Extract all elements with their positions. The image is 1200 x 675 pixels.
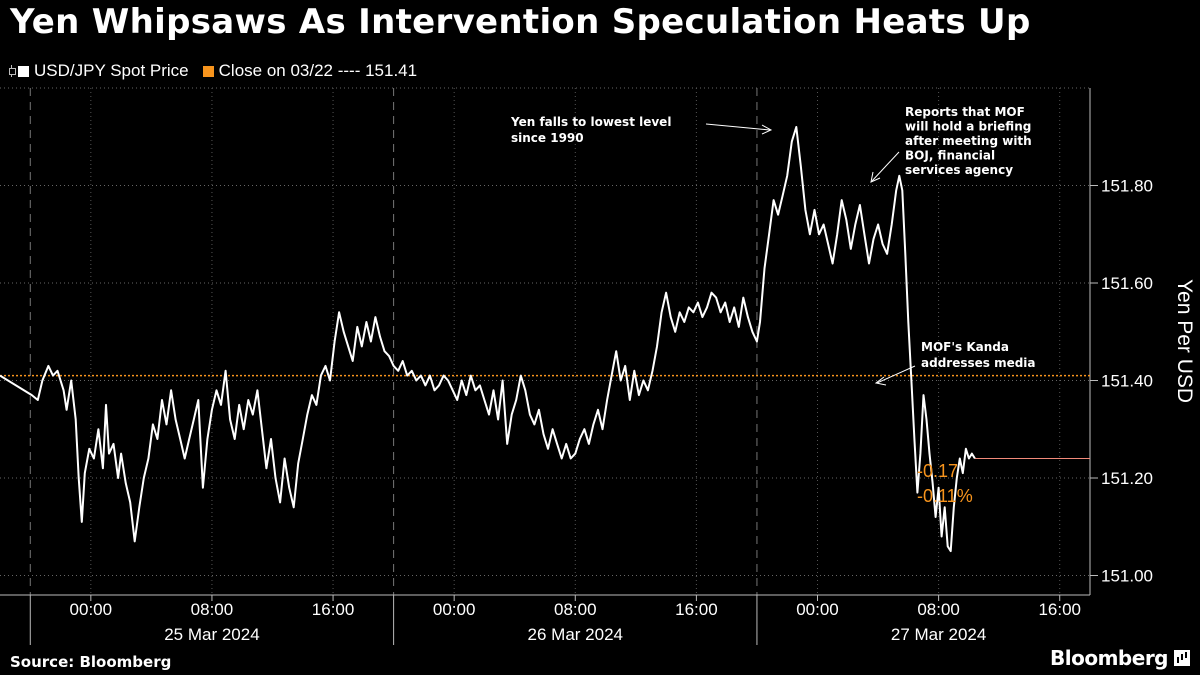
chart-title: Yen Whipsaws As Intervention Speculation…	[10, 2, 1031, 42]
legend: USD/JPY Spot Price Close on 03/22 ---- 1…	[8, 60, 431, 82]
y-tick-label-1: 151.20	[1101, 469, 1153, 488]
x-tick-label-7: 08:00	[917, 600, 960, 619]
y-tick-label-3: 151.60	[1101, 274, 1153, 293]
bloomberg-chart-icon	[1174, 650, 1190, 666]
annotation-mof-line-3: BOJ, financial	[905, 149, 995, 163]
bloomberg-logo-text: Bloomberg	[1050, 646, 1168, 670]
y-tick-label-4: 151.80	[1101, 177, 1153, 196]
change-abs-label: -0.17	[917, 461, 958, 481]
legend-label-close: Close on 03/22 ---- 151.41	[218, 61, 418, 80]
x-tick-label-3: 00:00	[433, 600, 476, 619]
y-tick-label-2: 151.40	[1101, 372, 1153, 391]
annotation-mof-line-4: services agency	[905, 163, 1013, 177]
line-marker-icon	[8, 64, 16, 78]
change-pct-label: -0.11%	[917, 486, 973, 506]
x-day-label-0: 25 Mar 2024	[164, 625, 259, 644]
annotation-kanda-line-1: addresses media	[921, 356, 1036, 370]
y-tick-label-0: 151.00	[1101, 567, 1153, 586]
y-axis-label: Yen Per USD	[1173, 279, 1196, 403]
annotation-lowest-line-1: since 1990	[511, 131, 584, 145]
series-line-usdjpy	[0, 126, 976, 553]
x-day-label-1: 26 Mar 2024	[528, 625, 623, 644]
annotation-arrow-lowest	[705, 123, 771, 131]
brand: Bloomberg	[1050, 646, 1190, 670]
x-day-label-2: 27 Mar 2024	[891, 625, 986, 644]
legend-item-close: Close on 03/22 ---- 151.41	[202, 61, 418, 81]
x-tick-label-6: 00:00	[796, 600, 839, 619]
annotation-mof-line-2: after meeting with	[905, 134, 1032, 148]
x-tick-label-4: 08:00	[554, 600, 597, 619]
annotation-lowest-line-0: Yen falls to lowest level	[510, 115, 671, 129]
x-tick-label-5: 16:00	[675, 600, 718, 619]
source-note: Source: Bloomberg	[10, 653, 172, 671]
x-tick-label-2: 16:00	[312, 600, 355, 619]
annotation-mof-line-1: will hold a briefing	[905, 120, 1031, 134]
legend-swatch-spot	[18, 65, 29, 77]
x-tick-label-8: 16:00	[1038, 600, 1081, 619]
annotation-arrowhead-lowest	[761, 124, 773, 135]
legend-label-spot: USD/JPY Spot Price	[34, 61, 189, 80]
annotation-kanda-line-0: MOF's Kanda	[921, 340, 1009, 354]
legend-item-spot-price: USD/JPY Spot Price	[8, 61, 189, 81]
x-tick-label-1: 08:00	[191, 600, 234, 619]
annotation-arrowhead-mof	[870, 171, 881, 183]
annotation-arrow-kanda	[876, 365, 916, 384]
square-icon	[202, 65, 214, 77]
annotation-mof-line-0: Reports that MOF	[905, 105, 1025, 119]
x-tick-label-0: 00:00	[70, 600, 113, 619]
annotation-arrowhead-kanda	[874, 376, 887, 386]
annotation-arrow-mof	[871, 151, 900, 182]
